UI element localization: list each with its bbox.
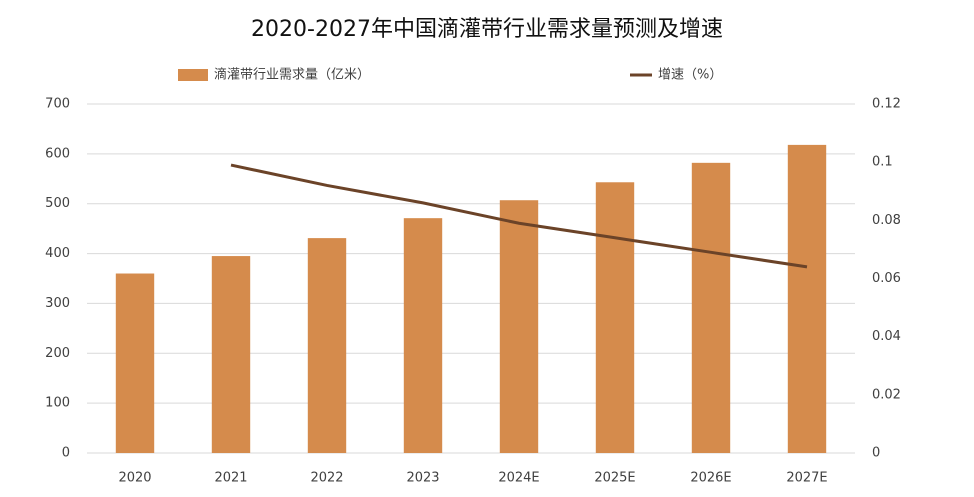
legend-label: 增速（%）: [658, 68, 722, 83]
y2-tick-label: 0.02: [872, 387, 901, 402]
y-tick-label: 200: [45, 346, 70, 361]
bar: [115, 273, 155, 453]
y-tick-label: 100: [45, 396, 70, 411]
y2-tick-label: 0.08: [872, 213, 901, 228]
x-tick-label: 2027E: [786, 471, 827, 486]
y2-tick-label: 0.06: [872, 271, 901, 286]
y2-tick-label: 0.12: [872, 97, 901, 112]
bar: [787, 144, 827, 453]
y-tick-label: 700: [45, 97, 70, 112]
bar: [403, 218, 443, 453]
bar: [307, 238, 347, 453]
x-tick-label: 2024E: [498, 471, 539, 486]
y-tick-label: 300: [45, 296, 70, 311]
bar: [691, 162, 731, 453]
x-tick-label: 2021: [214, 471, 247, 486]
y-tick-label: 400: [45, 246, 70, 261]
y2-tick-label: 0.1: [872, 155, 893, 170]
x-tick-label: 2026E: [690, 471, 731, 486]
x-tick-label: 2022: [310, 471, 343, 486]
legend-label: 滴灌带行业需求量（亿米）: [214, 67, 370, 83]
x-tick-label: 2023: [406, 471, 439, 486]
chart-title: 2020-2027年中国滴灌带行业需求量预测及增速: [251, 17, 723, 42]
y-tick-label: 500: [45, 196, 70, 211]
x-tick-label: 2020: [118, 471, 151, 486]
bar: [499, 200, 539, 453]
y2-tick-label: 0.04: [872, 329, 901, 344]
y-tick-label: 0: [62, 446, 70, 461]
x-tick-label: 2025E: [594, 471, 635, 486]
legend-swatch: [178, 69, 208, 81]
y-tick-label: 600: [45, 146, 70, 161]
bar: [211, 256, 251, 453]
line: [230, 163, 808, 269]
bar: [595, 182, 635, 454]
y2-tick-label: 0: [872, 446, 880, 461]
